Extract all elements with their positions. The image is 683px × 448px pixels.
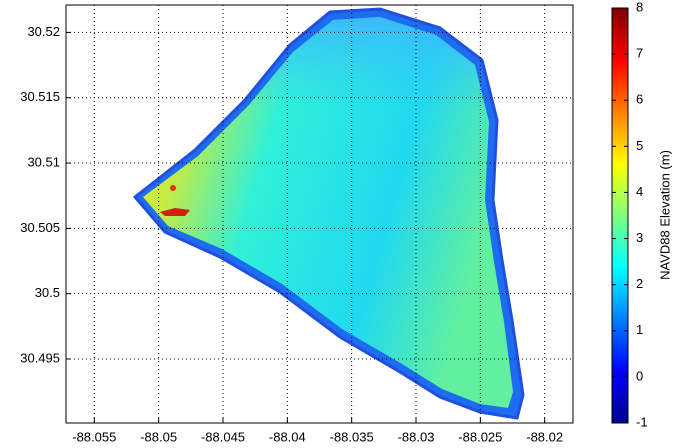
colorbar-tick-label: 5 [636,138,643,153]
x-tick-label: -88.025 [458,429,502,444]
y-tick-label: 30.52 [27,24,60,39]
colorbar-tick-label: 0 [636,368,643,383]
y-tick-label: 30.5 [35,285,60,300]
colorbar [611,7,629,424]
colorbar-tick-label: 2 [636,276,643,291]
y-tick-label: 30.51 [27,154,60,169]
x-tick-label: -88.055 [72,429,116,444]
colorbar-tick-label: 6 [636,92,643,107]
y-tick-label: 30.515 [20,89,60,104]
high-dune [160,208,190,216]
y-tick-label: 30.495 [20,350,60,365]
colorbar-tick-label: 3 [636,230,643,245]
x-tick-label: -88.04 [269,429,306,444]
high-dune [170,185,176,191]
x-tick-label: -88.045 [201,429,245,444]
x-tick-label: -88.035 [330,429,374,444]
colorbar-tick-label: 4 [636,184,643,199]
colorbar-tick-label: -1 [636,414,648,429]
colorbar-tick-label: 1 [636,322,643,337]
y-tick-label: 30.505 [20,220,60,235]
colorbar-tick-label: 8 [636,0,643,14]
colorbar-tick-label: 7 [636,46,643,61]
x-tick-label: -88.05 [140,429,177,444]
island [132,7,525,420]
x-tick-label: -88.03 [398,429,435,444]
island-upland [248,17,489,200]
x-tick-label: -88.02 [526,429,563,444]
plot-frame [65,4,574,424]
colorbar-label: NAVD88 Elevation (m) [657,150,672,280]
